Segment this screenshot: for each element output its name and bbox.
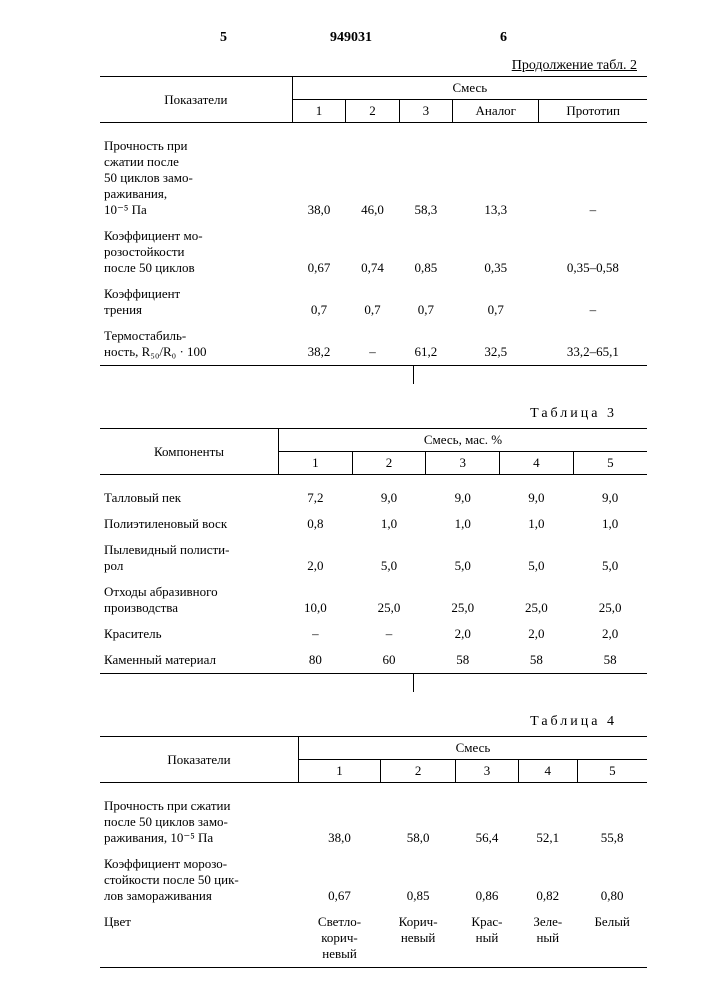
separator-tick — [100, 366, 647, 388]
table-row: Талловый пек 7,2 9,0 9,0 9,0 9,0 — [100, 485, 647, 511]
document-page: 5 949031 6 Продолжение табл. 2 Показател… — [0, 0, 707, 998]
table4-body: Прочность при сжатии после 50 циклов зам… — [100, 783, 647, 968]
table2-group-header: Смесь — [292, 77, 647, 100]
table3-header-main: Компоненты — [100, 429, 279, 475]
table3-col-2: 2 — [352, 452, 426, 475]
table4-col-4: 4 — [518, 760, 577, 783]
table2-col-2: 2 — [346, 100, 399, 123]
table4-col-5: 5 — [577, 760, 647, 783]
table2-col-prototype: Прототип — [539, 100, 647, 123]
table-row: Полиэтиленовый воск 0,8 1,0 1,0 1,0 1,0 — [100, 511, 647, 537]
table-2: Показатели Смесь 1 2 3 Аналог Прототип П… — [100, 76, 647, 366]
table4-caption: Таблица 4 — [100, 714, 647, 730]
cell-color: Зеле- ный — [518, 909, 577, 968]
table3-col-4: 4 — [500, 452, 574, 475]
table-4: Показатели Смесь 1 2 3 4 5 Прочность при… — [100, 736, 647, 968]
table2-col-3: 3 — [399, 100, 452, 123]
table-row: Каменный материал 80 60 58 58 58 — [100, 647, 647, 674]
cell-color: Белый — [577, 909, 647, 968]
cell-color: Светло- корич- невый — [299, 909, 381, 968]
table-row: Коэффициент мо- розостойкости после 50 ц… — [100, 223, 647, 281]
row-label: Отходы абразивного производства — [100, 579, 279, 621]
table-row: Краситель – – 2,0 2,0 2,0 — [100, 621, 647, 647]
row-label: Прочность при сжатии после 50 циклов зам… — [100, 793, 299, 851]
col-num-right: 6 — [500, 30, 507, 46]
row-label: Коэффициент морозо- стойкости после 50 ц… — [100, 851, 299, 909]
table2-continuation-caption: Продолжение табл. 2 — [100, 58, 647, 74]
col-num-left: 5 — [220, 30, 227, 46]
cell-color: Корич- невый — [381, 909, 456, 968]
row-label: Термостабиль- ность, R₅₀/R₀ · 100 — [100, 323, 292, 366]
separator-tick — [100, 674, 647, 696]
patent-number: 949031 — [330, 30, 372, 46]
row-label: Краситель — [100, 621, 279, 647]
table3-caption: Таблица 3 — [100, 406, 647, 422]
table-row: Пылевидный полисти- рол 2,0 5,0 5,0 5,0 … — [100, 537, 647, 579]
table-row: Отходы абразивного производства 10,0 25,… — [100, 579, 647, 621]
table3-col-1: 1 — [279, 452, 353, 475]
table3-col-3: 3 — [426, 452, 500, 475]
row-label: Прочность при сжатии после 50 циклов зам… — [100, 133, 292, 223]
table4-col-2: 2 — [381, 760, 456, 783]
table-row: Термостабиль- ность, R₅₀/R₀ · 100 38,2 –… — [100, 323, 647, 366]
row-label: Полиэтиленовый воск — [100, 511, 279, 537]
row-label: Коэффициент мо- розостойкости после 50 ц… — [100, 223, 292, 281]
page-header-numbers: 5 949031 6 — [100, 30, 647, 50]
table2-header-main: Показатели — [100, 77, 292, 123]
table2-col-1: 1 — [292, 100, 345, 123]
row-label: Каменный материал — [100, 647, 279, 674]
row-label: Пылевидный полисти- рол — [100, 537, 279, 579]
table2-col-analog: Аналог — [453, 100, 539, 123]
table-row: Прочность при сжатии после 50 циклов зам… — [100, 793, 647, 851]
table4-col-1: 1 — [299, 760, 381, 783]
row-label: Цвет — [100, 909, 299, 968]
table4-group-header: Смесь — [299, 737, 648, 760]
table3-body: Талловый пек 7,2 9,0 9,0 9,0 9,0 Полиэти… — [100, 475, 647, 674]
table3-col-5: 5 — [573, 452, 647, 475]
table4-col-3: 3 — [456, 760, 519, 783]
table-row: Коэффициент трения 0,7 0,7 0,7 0,7 – — [100, 281, 647, 323]
row-label: Талловый пек — [100, 485, 279, 511]
table2-body: Прочность при сжатии после 50 циклов зам… — [100, 123, 647, 366]
table-3: Компоненты Смесь, мас. % 1 2 3 4 5 Талло… — [100, 428, 647, 674]
table-row: Цвет Светло- корич- невый Корич- невый К… — [100, 909, 647, 968]
cell-color: Крас- ный — [456, 909, 519, 968]
table-row: Коэффициент морозо- стойкости после 50 ц… — [100, 851, 647, 909]
row-label: Коэффициент трения — [100, 281, 292, 323]
table-row: Прочность при сжатии после 50 циклов зам… — [100, 133, 647, 223]
table3-group-header: Смесь, мас. % — [279, 429, 648, 452]
table4-header-main: Показатели — [100, 737, 299, 783]
